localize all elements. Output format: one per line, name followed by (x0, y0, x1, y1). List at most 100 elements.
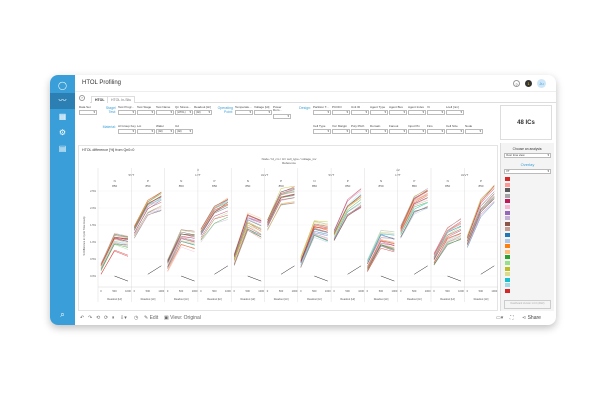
edit-button[interactable]: ✎ Edit (144, 315, 159, 321)
series-line[interactable] (234, 222, 262, 260)
filter-design-6-select[interactable] (427, 110, 445, 116)
fullscreen-icon[interactable]: ⛶ (510, 315, 514, 321)
filter-design-4-select[interactable] (389, 110, 407, 116)
pause-icon[interactable]: ⏸ (112, 315, 115, 321)
series-line[interactable] (100, 237, 129, 265)
legend-swatch[interactable] (505, 177, 510, 181)
reference-line[interactable] (280, 265, 295, 275)
reference-line[interactable] (147, 265, 162, 275)
series-line[interactable] (134, 192, 162, 228)
notification-icon[interactable]: 1 (525, 80, 532, 87)
series-line[interactable] (200, 210, 228, 238)
series-line[interactable] (100, 238, 129, 267)
series-line[interactable] (234, 224, 262, 262)
reference-line[interactable] (214, 265, 229, 275)
legend-swatch[interactable] (505, 244, 510, 249)
legend-swatch[interactable] (505, 238, 510, 243)
series-line[interactable] (200, 197, 229, 230)
download-icon[interactable]: ⇩▾ (120, 315, 127, 321)
series-line[interactable] (467, 202, 495, 248)
series-line[interactable] (134, 205, 162, 236)
revert-icon[interactable]: ⟲ (96, 315, 101, 321)
tab-htol-in-situ[interactable]: HTOL In-Situ (107, 96, 136, 103)
filter-design2-6-select[interactable] (427, 129, 445, 135)
series-line[interactable] (267, 189, 295, 225)
series-line[interactable] (400, 202, 428, 235)
series-line[interactable] (400, 188, 428, 226)
legend-swatch[interactable] (505, 193, 510, 198)
legend-swatch[interactable] (505, 188, 510, 193)
series-line[interactable] (433, 230, 462, 260)
undo-icon[interactable]: ↶ (80, 315, 85, 321)
legend-swatch[interactable] (505, 221, 510, 226)
legend-swatch[interactable] (505, 272, 510, 277)
series-line[interactable] (367, 241, 395, 268)
series-line[interactable] (134, 195, 162, 231)
filter-design-1-select[interactable] (332, 110, 350, 116)
series-line[interactable] (300, 228, 328, 262)
series-line[interactable] (100, 249, 129, 275)
series-line[interactable] (167, 246, 195, 272)
series-line[interactable] (167, 233, 195, 263)
clock-icon[interactable]: ◷ (134, 315, 139, 321)
tab-htol[interactable]: HTOL (91, 96, 109, 103)
avatar[interactable]: Ju (537, 79, 546, 88)
filter-stage-1-select[interactable] (137, 110, 155, 116)
series-line[interactable] (100, 240, 129, 269)
series-line[interactable] (267, 201, 295, 231)
legend-swatch[interactable] (505, 260, 510, 265)
series-line[interactable] (300, 237, 328, 268)
filter-design2-0-select[interactable] (313, 129, 331, 135)
filter-stage-0-select[interactable] (118, 110, 136, 116)
series-line[interactable] (100, 244, 129, 272)
series-line[interactable] (400, 189, 428, 229)
series-line[interactable] (200, 199, 228, 230)
filter-design-3-select[interactable] (370, 110, 388, 116)
series-line[interactable] (367, 237, 395, 264)
legend-swatch[interactable] (505, 283, 510, 288)
filter-material-0-select[interactable] (118, 129, 136, 135)
filter-material-1-select[interactable] (137, 129, 155, 135)
series-line[interactable] (200, 212, 228, 240)
series-line[interactable] (367, 231, 395, 261)
series-line[interactable] (467, 198, 495, 245)
filter-operating-1-select[interactable] (254, 110, 272, 116)
series-line[interactable] (267, 194, 295, 226)
collapse-icon[interactable]: › (79, 95, 85, 101)
filter-operating-0-select[interactable] (235, 110, 253, 116)
series-line[interactable] (367, 239, 395, 267)
series-line[interactable] (134, 210, 162, 239)
series-line[interactable] (134, 209, 162, 236)
reference-line[interactable] (314, 275, 328, 282)
series-line[interactable] (400, 195, 428, 232)
series-line[interactable] (367, 229, 395, 260)
legend-swatch[interactable] (505, 288, 510, 293)
series-line[interactable] (467, 201, 495, 247)
filter-operating-2-select[interactable] (273, 113, 291, 119)
series-line[interactable] (300, 233, 328, 267)
series-line[interactable] (400, 200, 428, 233)
series-line[interactable] (300, 221, 328, 258)
series-line[interactable] (400, 189, 428, 229)
series-line[interactable] (300, 223, 328, 260)
legend-swatch[interactable] (505, 266, 510, 271)
series-line[interactable] (400, 206, 428, 238)
refresh-icon[interactable]: ⟳ (104, 315, 109, 321)
series-line[interactable] (267, 185, 295, 221)
help-icon[interactable]: ? (513, 80, 520, 87)
series-line[interactable] (333, 206, 362, 240)
filter-material-3-select[interactable]: (All) (175, 129, 193, 135)
series-line[interactable] (200, 199, 229, 232)
database-icon[interactable]: ▤ (58, 144, 67, 153)
series-line[interactable] (433, 218, 462, 255)
series-line[interactable] (433, 224, 462, 258)
series-line[interactable] (467, 185, 495, 237)
series-line[interactable] (100, 232, 129, 265)
filter-design2-1-select[interactable] (332, 129, 350, 135)
comment-icon[interactable]: ▭▾ (496, 315, 504, 321)
filter-design-2-select[interactable] (351, 110, 369, 116)
series-line[interactable] (333, 196, 362, 235)
series-line[interactable] (333, 192, 362, 232)
series-line[interactable] (167, 241, 195, 269)
series-line[interactable] (433, 233, 462, 264)
